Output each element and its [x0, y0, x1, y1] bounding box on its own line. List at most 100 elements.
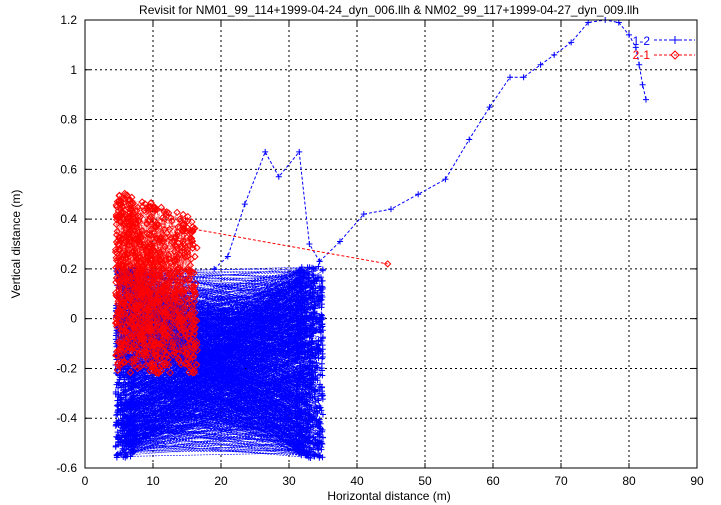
data-point-plus	[305, 424, 312, 431]
data-point-plus	[310, 310, 317, 317]
data-point-plus	[296, 329, 303, 336]
data-point-plus	[299, 313, 306, 320]
data-point-plus	[129, 394, 136, 401]
data-point-plus	[304, 377, 311, 384]
x-tick-label: 20	[214, 474, 228, 488]
data-point-plus	[130, 378, 137, 385]
data-point-plus	[302, 297, 309, 304]
data-point-plus	[316, 454, 323, 461]
legend-label-series-1: 1-2	[633, 34, 651, 48]
data-point-plus	[301, 363, 308, 370]
data-point-plus	[319, 367, 326, 374]
data-point-plus	[297, 325, 304, 332]
x-tick-label: 70	[554, 474, 568, 488]
x-tick-label: 0	[82, 474, 89, 488]
data-point-plus	[114, 450, 121, 457]
data-point-plus	[316, 424, 323, 431]
data-point-plus	[309, 321, 316, 328]
data-point-plus	[311, 393, 318, 400]
data-point-plus	[293, 315, 300, 322]
data-point-plus	[306, 448, 313, 455]
data-point-plus	[296, 284, 303, 291]
data-point-plus	[296, 351, 303, 358]
data-point-plus	[307, 325, 314, 332]
data-point-plus	[319, 434, 326, 441]
data-point-plus	[314, 290, 321, 297]
data-point-plus	[295, 375, 302, 382]
chart-title: Revisit for NM01_99_114+1999-04-24_dyn_0…	[139, 3, 639, 17]
x-tick-label: 80	[622, 474, 636, 488]
data-point-plus	[294, 280, 301, 287]
data-point-plus	[300, 358, 307, 365]
data-point-plus	[117, 427, 124, 434]
x-axis-title: Horizontal distance (m)	[327, 489, 450, 503]
data-point-plus	[298, 266, 305, 273]
data-point-plus	[319, 320, 326, 327]
x-tick-label: 30	[282, 474, 296, 488]
data-point-plus	[294, 396, 301, 403]
data-point-plus	[310, 434, 317, 441]
data-point-plus	[122, 451, 129, 458]
data-point-plus	[314, 346, 321, 353]
data-point-plus	[303, 384, 310, 391]
data-point-plus	[318, 384, 325, 391]
data-point-plus	[127, 400, 134, 407]
data-point-plus	[318, 311, 325, 318]
data-point-plus	[296, 391, 303, 398]
data-point-plus	[298, 431, 305, 438]
data-point-plus	[298, 299, 305, 306]
data-point-plus	[302, 409, 309, 416]
data-point-plus	[316, 405, 323, 412]
x-tick-label: 40	[350, 474, 364, 488]
data-point-plus	[297, 369, 304, 376]
data-point-plus	[312, 451, 319, 458]
data-point-plus	[293, 442, 300, 449]
data-point-plus	[302, 437, 309, 444]
data-point-plus	[123, 392, 130, 399]
data-point-plus	[294, 382, 301, 389]
data-point-plus	[316, 433, 323, 440]
data-point-plus	[297, 272, 304, 279]
data-point-plus	[293, 392, 300, 399]
data-point-plus	[310, 445, 317, 452]
data-point-plus	[310, 272, 317, 279]
data-point-plus	[319, 411, 326, 418]
data-point-plus	[115, 384, 122, 391]
data-point-plus	[306, 383, 313, 390]
data-point-plus	[293, 297, 300, 304]
data-point-plus	[312, 399, 319, 406]
data-point-plus	[312, 265, 319, 272]
data-point-plus	[114, 419, 121, 426]
data-point-plus	[317, 404, 324, 411]
x-tick-label: 90	[690, 474, 704, 488]
data-point-plus	[114, 434, 121, 441]
data-point-plus	[297, 266, 304, 273]
data-point-plus	[301, 433, 308, 440]
data-point-plus	[317, 329, 324, 336]
data-point-plus	[312, 354, 319, 361]
data-point-plus	[302, 340, 309, 347]
data-point-plus	[114, 397, 121, 404]
y-tick-label: 0.4	[60, 212, 77, 226]
legend-label-series-2: 2-1	[633, 48, 651, 62]
y-tick-label: -0.6	[56, 461, 77, 475]
data-point-plus	[300, 448, 307, 455]
data-point-plus	[123, 414, 130, 421]
data-point-plus	[317, 274, 324, 281]
data-point-plus	[294, 405, 301, 412]
data-point-plus	[113, 329, 120, 336]
data-point-plus	[297, 278, 304, 285]
data-point-plus	[317, 371, 324, 378]
data-point-plus	[303, 429, 310, 436]
data-point-plus	[126, 380, 133, 387]
data-point-plus	[306, 366, 313, 373]
data-point-plus	[310, 330, 317, 337]
data-point-plus	[311, 451, 318, 458]
data-point-plus	[297, 412, 304, 419]
data-point-plus	[297, 362, 304, 369]
y-tick-label: 0.6	[60, 162, 77, 176]
data-point-plus	[131, 389, 138, 396]
data-point-plus	[314, 364, 321, 371]
data-point-plus	[113, 412, 120, 419]
